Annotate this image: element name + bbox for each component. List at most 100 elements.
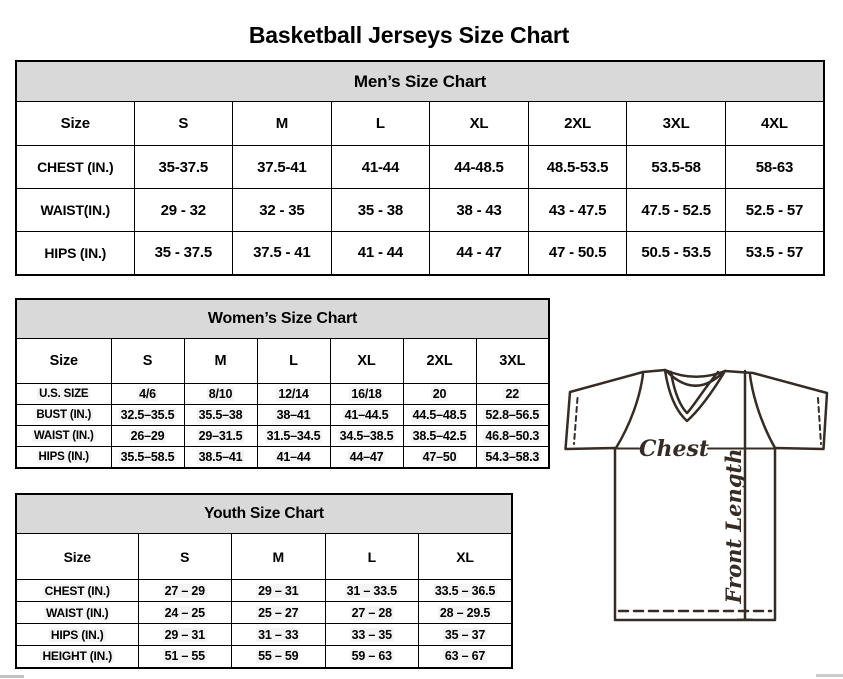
table-row: WAIST (IN.) 26–29 29–31.5 31.5–34.5 34.5–38.… [15,425,550,447]
row-label: WAIST(IN.) [15,188,135,232]
column-header: XL [418,533,513,580]
column-header: L [256,338,331,384]
size-cell: 41 - 44 [330,231,431,275]
jersey-diagram: Chest Front Length [552,358,843,630]
size-cell: 32 - 35 [232,188,332,232]
column-header-row: Size S M L XL 2XL 3XL [15,338,550,384]
scrollbar-fragment-left [0,675,24,678]
size-cell: 44.5–48.5 [402,404,477,426]
row-label: HIPS (IN.) [15,446,112,468]
size-cell: 52.5 - 57 [724,188,825,232]
row-label: U.S. SIZE [15,383,112,405]
size-cell: 29 - 32 [133,188,234,232]
size-cell: 41–44 [256,446,331,468]
column-header: Size [15,338,112,384]
size-cell: 41-44 [330,145,431,189]
size-cell: 25 – 27 [231,601,326,624]
column-header: S [110,338,185,384]
size-cell: 8/10 [183,383,258,405]
size-cell: 32.5–35.5 [110,404,185,426]
table-row: WAIST(IN.) 29 - 32 32 - 35 35 - 38 38 - 43 43… [15,188,825,232]
size-cell: 27 – 28 [324,601,419,624]
right-armhole-seam [748,373,777,450]
size-cell: 38.5–42.5 [402,425,477,447]
size-cell: 31 – 33 [231,623,326,646]
size-cell: 37.5 - 41 [232,231,332,275]
size-cell: 31.5–34.5 [256,425,331,447]
size-cell: 44 - 47 [429,231,529,275]
scrollbar-fragment-right [816,674,843,677]
size-cell: 54.3–58.3 [475,446,550,468]
table-title-row: Women’s Size Chart [15,298,550,339]
column-header: XL [429,101,529,146]
column-header: M [231,533,326,580]
size-cell: 29–31.5 [183,425,258,447]
size-cell: 55 – 59 [231,645,326,668]
size-cell: 59 – 63 [324,645,419,668]
size-cell: 20 [402,383,477,405]
size-cell: 35 - 38 [330,188,431,232]
column-header: M [183,338,258,384]
table-row: HIPS (IN.) 29 – 31 31 – 33 33 – 35 35 – 37 [15,623,513,646]
size-cell: 51 – 55 [137,645,232,668]
size-cell: 16/18 [329,383,404,405]
size-cell: 35.5–38 [183,404,258,426]
column-header: Size [15,533,139,580]
size-cell: 35 – 37 [418,623,513,646]
table-row: HIPS (IN.) 35 - 37.5 37.5 - 41 41 - 44 44 - … [15,231,825,275]
column-header: 3XL [475,338,550,384]
jersey-outline [564,368,829,622]
size-cell: 12/14 [256,383,331,405]
row-label: CHEST (IN.) [15,145,135,189]
size-cell: 4/6 [110,383,185,405]
size-cell: 38–41 [256,404,331,426]
table-title: Youth Size Chart [15,493,513,534]
size-cell: 29 – 31 [231,579,326,602]
size-cell: 35-37.5 [133,145,234,189]
size-cell: 38 - 43 [429,188,529,232]
page-title: Basketball Jerseys Size Chart [248,22,570,49]
table-row: CHEST (IN.) 27 – 29 29 – 31 31 – 33.5 33.5 –… [15,579,513,602]
size-cell: 50.5 - 53.5 [626,231,726,275]
collar-v-inner [669,370,720,415]
size-cell: 58-63 [724,145,825,189]
table-title-row: Youth Size Chart [15,493,513,534]
table-title: Women’s Size Chart [15,298,550,339]
row-label: BUST (IN.) [15,404,112,426]
column-header-row: Size S M L XL 2XL 3XL 4XL [15,101,825,146]
size-cell: 34.5–38.5 [329,425,404,447]
table-row: WAIST (IN.) 24 – 25 25 – 27 27 – 28 28 – 29.… [15,601,513,624]
size-cell: 44–47 [329,446,404,468]
chest-label: Chest [639,436,709,462]
left-armhole-seam [614,372,645,450]
column-header: XL [329,338,404,384]
table-row: HIPS (IN.) 35.5–58.5 38.5–41 41–44 44–47 47–5… [15,446,550,468]
size-cell: 47–50 [402,446,477,468]
youth-size-chart-table: Youth Size Chart Size S M L XL CHEST (IN.) 27… [15,493,513,669]
size-cell: 41–44.5 [329,404,404,426]
size-cell: 53.5-58 [626,145,726,189]
left-cuff-dashed-line [573,397,579,445]
row-label: WAIST (IN.) [15,601,139,624]
size-cell: 27 – 29 [137,579,232,602]
size-cell: 29 – 31 [137,623,232,646]
column-header: 2XL [402,338,477,384]
size-cell: 52.8–56.5 [475,404,550,426]
size-cell: 33 – 35 [324,623,419,646]
size-cell: 53.5 - 57 [724,231,825,275]
size-cell: 48.5-53.5 [527,145,628,189]
size-cell: 28 – 29.5 [418,601,513,624]
column-header: 3XL [626,101,726,146]
row-label: CHEST (IN.) [15,579,139,602]
column-header: S [133,101,234,146]
table-row: BUST (IN.) 32.5–35.5 35.5–38 38–41 41–44.5 44… [15,404,550,426]
size-cell: 38.5–41 [183,446,258,468]
size-cell: 37.5-41 [232,145,332,189]
column-header: L [330,101,431,146]
collar-v-outer [663,368,727,423]
size-cell: 46.8–50.3 [475,425,550,447]
column-header: Size [15,101,135,146]
column-header: 4XL [724,101,825,146]
table-title: Men’s Size Chart [15,60,825,102]
column-header: S [137,533,232,580]
